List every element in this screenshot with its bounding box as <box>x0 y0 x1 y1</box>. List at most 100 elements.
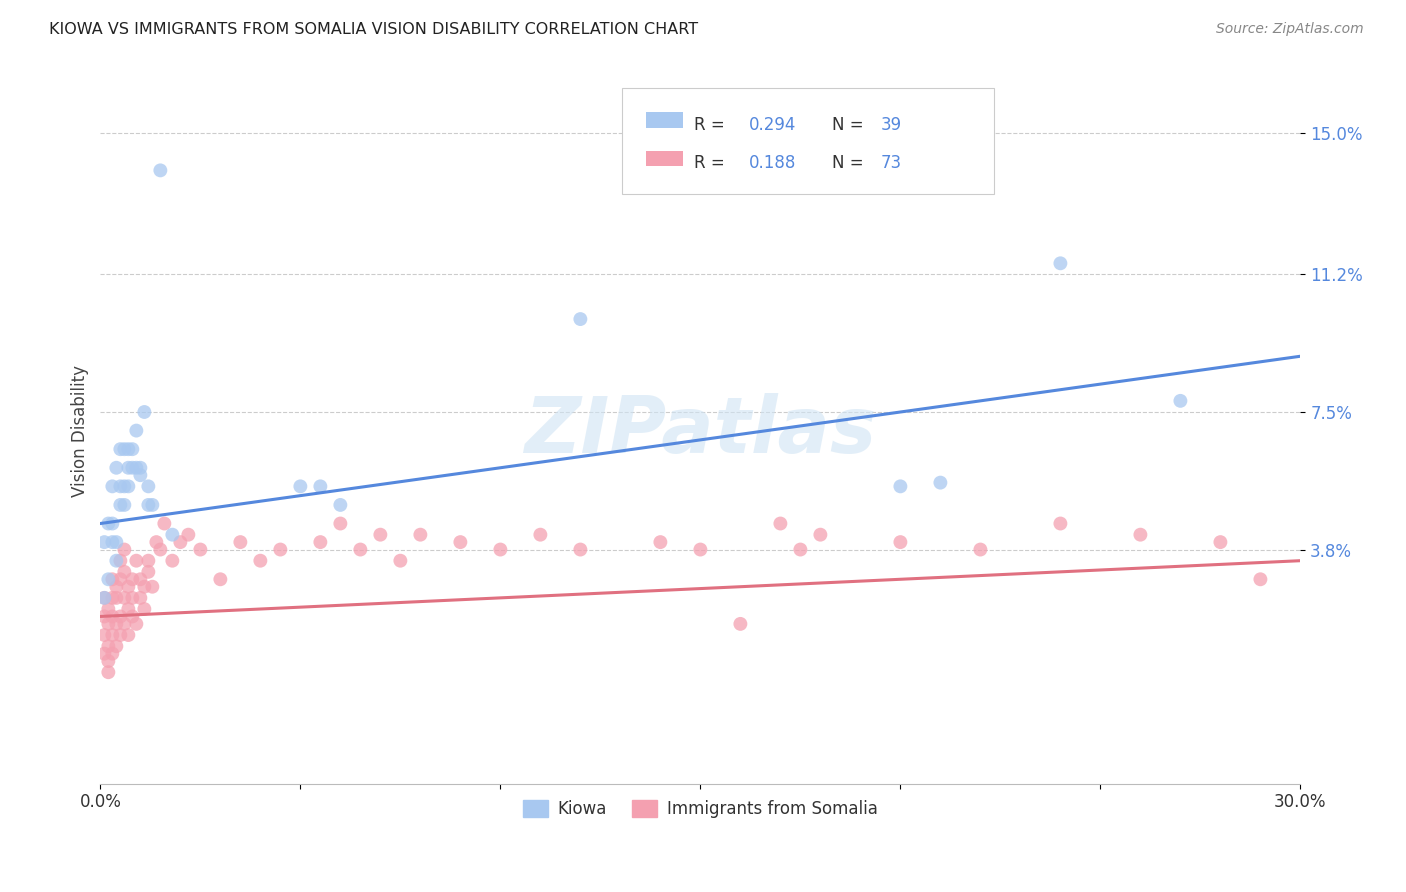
Point <box>309 479 332 493</box>
Text: 0.188: 0.188 <box>748 154 796 172</box>
Point <box>101 609 124 624</box>
Text: ZIPatlas: ZIPatlas <box>524 392 876 468</box>
Point <box>105 616 128 631</box>
Point <box>329 516 352 531</box>
Point <box>730 616 752 631</box>
Point <box>97 572 120 586</box>
Point <box>134 580 156 594</box>
Point <box>97 602 120 616</box>
Point <box>489 542 512 557</box>
Point <box>134 602 156 616</box>
FancyBboxPatch shape <box>647 151 683 167</box>
Point <box>1249 572 1271 586</box>
Point <box>190 542 212 557</box>
Point <box>125 460 148 475</box>
Point <box>209 572 232 586</box>
Point <box>93 591 115 605</box>
Text: N =: N = <box>832 116 869 134</box>
Point <box>969 542 991 557</box>
Point <box>117 479 139 493</box>
Point <box>93 609 115 624</box>
Point <box>269 542 291 557</box>
Point <box>105 535 128 549</box>
Point <box>110 609 132 624</box>
Point <box>101 628 124 642</box>
Point <box>1209 535 1232 549</box>
Point <box>121 442 143 457</box>
Point <box>229 535 252 549</box>
Point <box>409 527 432 541</box>
Point <box>162 527 184 541</box>
Point <box>129 468 152 483</box>
Point <box>110 628 132 642</box>
Point <box>929 475 952 490</box>
Legend: Kiowa, Immigrants from Somalia: Kiowa, Immigrants from Somalia <box>516 793 884 825</box>
Point <box>112 542 135 557</box>
Point <box>129 460 152 475</box>
Point <box>650 535 672 549</box>
Point <box>101 516 124 531</box>
Point <box>93 647 115 661</box>
Point <box>689 542 711 557</box>
Point <box>1049 256 1071 270</box>
Point <box>117 580 139 594</box>
Point <box>145 535 167 549</box>
Point <box>112 565 135 579</box>
Point <box>125 424 148 438</box>
Point <box>569 312 592 326</box>
Point <box>117 460 139 475</box>
Point <box>97 665 120 680</box>
Point <box>121 609 143 624</box>
Point <box>1170 393 1192 408</box>
Y-axis label: Vision Disability: Vision Disability <box>72 365 89 497</box>
Point <box>769 516 792 531</box>
Point <box>101 572 124 586</box>
Point <box>121 460 143 475</box>
Point <box>112 442 135 457</box>
Point <box>101 591 124 605</box>
Point <box>349 542 371 557</box>
Point <box>370 527 392 541</box>
Point <box>93 591 115 605</box>
Text: Source: ZipAtlas.com: Source: ZipAtlas.com <box>1216 22 1364 37</box>
Point <box>112 616 135 631</box>
Point <box>889 535 911 549</box>
Point <box>138 498 160 512</box>
Point <box>789 542 811 557</box>
Point <box>97 654 120 668</box>
Point <box>121 591 143 605</box>
Point <box>138 554 160 568</box>
Point <box>101 535 124 549</box>
Point <box>529 527 551 541</box>
Point <box>125 554 148 568</box>
Point <box>329 498 352 512</box>
Point <box>101 647 124 661</box>
Point <box>1049 516 1071 531</box>
Text: 73: 73 <box>880 154 901 172</box>
Point <box>117 628 139 642</box>
Point <box>117 442 139 457</box>
Point <box>162 554 184 568</box>
Point <box>97 616 120 631</box>
Point <box>141 498 163 512</box>
Text: KIOWA VS IMMIGRANTS FROM SOMALIA VISION DISABILITY CORRELATION CHART: KIOWA VS IMMIGRANTS FROM SOMALIA VISION … <box>49 22 699 37</box>
Point <box>110 554 132 568</box>
Point <box>97 516 120 531</box>
Point <box>93 535 115 549</box>
Point <box>112 498 135 512</box>
Text: R =: R = <box>695 154 730 172</box>
Text: 39: 39 <box>880 116 901 134</box>
Point <box>112 591 135 605</box>
Point <box>149 163 172 178</box>
Point <box>105 591 128 605</box>
Text: 0.294: 0.294 <box>748 116 796 134</box>
Point <box>105 639 128 653</box>
Point <box>290 479 312 493</box>
Point <box>134 405 156 419</box>
Point <box>149 542 172 557</box>
Point <box>138 479 160 493</box>
FancyBboxPatch shape <box>623 88 994 194</box>
Point <box>1129 527 1152 541</box>
Point <box>389 554 412 568</box>
Point <box>93 628 115 642</box>
